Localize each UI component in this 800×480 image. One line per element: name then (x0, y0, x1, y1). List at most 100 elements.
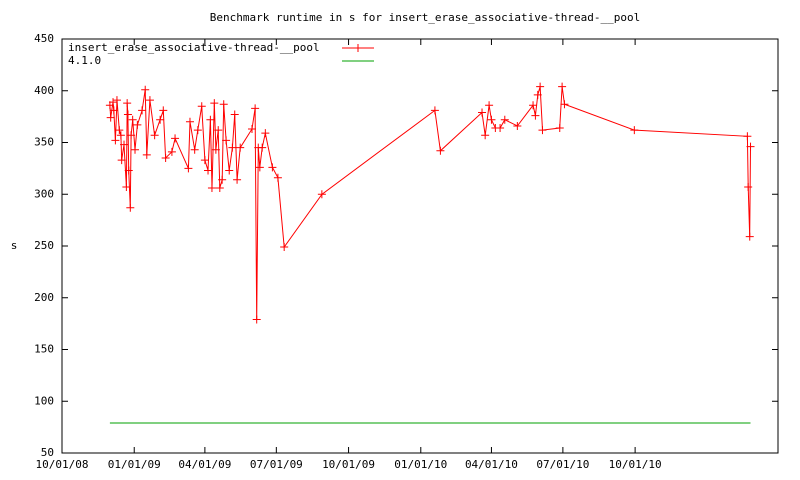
point-marker (131, 145, 140, 154)
point-marker (247, 125, 256, 134)
point-marker (210, 99, 219, 108)
point-marker (128, 115, 137, 124)
y-tick-label: 200 (34, 291, 54, 304)
point-marker (206, 115, 215, 124)
point-marker (255, 163, 264, 172)
point-marker (219, 100, 228, 109)
point-marker (436, 146, 445, 155)
point-marker (214, 126, 223, 135)
x-tick-label: 10/01/09 (322, 458, 375, 471)
point-marker (258, 143, 267, 152)
x-tick-label: 10/01/10 (609, 458, 662, 471)
point-marker (156, 115, 165, 124)
point-marker (161, 154, 170, 163)
point-marker (743, 132, 752, 141)
point-marker (560, 100, 569, 109)
point-marker (222, 136, 231, 145)
point-marker (117, 156, 126, 165)
point-marker (280, 243, 289, 252)
legend-marker (354, 44, 362, 52)
y-tick-label: 100 (34, 394, 54, 407)
point-marker (558, 82, 567, 91)
x-tick-label: 01/01/09 (108, 458, 161, 471)
point-marker (109, 98, 118, 107)
point-marker (496, 124, 505, 133)
x-tick-label: 07/01/10 (536, 458, 589, 471)
point-marker (531, 111, 540, 120)
point-marker (317, 190, 326, 199)
point-marker (744, 183, 753, 192)
point-marker (123, 110, 132, 119)
point-marker (185, 117, 194, 126)
legend-label: 4.1.0 (68, 54, 101, 67)
point-marker (150, 131, 159, 140)
point-marker (142, 150, 151, 159)
x-tick-label: 01/01/10 (394, 458, 447, 471)
point-marker (204, 166, 213, 175)
point-marker (251, 104, 260, 113)
plot-border (61, 38, 779, 454)
point-marker (197, 102, 206, 111)
x-tick-label: 04/01/09 (178, 458, 231, 471)
point-marker (481, 131, 490, 140)
point-marker (116, 131, 125, 140)
point-marker (207, 184, 216, 193)
point-marker (745, 232, 754, 241)
point-marker (126, 203, 135, 212)
y-tick-label: 400 (34, 84, 54, 97)
point-marker (122, 183, 131, 192)
point-marker (430, 106, 439, 115)
point-marker (215, 184, 224, 193)
point-marker (273, 173, 282, 182)
x-tick-label: 04/01/10 (465, 458, 518, 471)
point-marker (746, 142, 755, 151)
y-tick-label: 150 (34, 343, 54, 356)
point-marker (230, 110, 239, 119)
chart-title: Benchmark runtime in s for insert_erase_… (210, 11, 640, 24)
point-marker (190, 145, 199, 154)
y-tick-label: 50 (41, 446, 54, 459)
x-tick-label: 10/01/08 (36, 458, 89, 471)
point-marker (225, 166, 234, 175)
point-marker (478, 108, 487, 117)
point-marker (133, 120, 142, 129)
point-marker (211, 145, 220, 154)
point-marker (145, 96, 154, 105)
point-marker (233, 175, 242, 184)
y-axis-label: s (11, 239, 18, 252)
y-tick-label: 300 (34, 187, 54, 200)
point-marker (123, 99, 132, 108)
point-marker (487, 115, 496, 124)
y-tick-label: 250 (34, 239, 54, 252)
point-marker (111, 136, 120, 145)
point-marker (555, 124, 564, 133)
point-marker (252, 315, 261, 324)
point-marker (630, 126, 639, 135)
point-marker (228, 143, 237, 152)
point-marker (500, 115, 509, 124)
point-marker (533, 90, 542, 99)
point-marker (138, 106, 147, 115)
point-marker (538, 126, 547, 135)
point-marker (218, 175, 227, 184)
point-marker (184, 164, 193, 173)
point-marker (167, 147, 176, 156)
point-marker (529, 101, 538, 110)
point-marker (115, 126, 124, 135)
point-marker (127, 131, 136, 140)
point-marker (120, 140, 129, 149)
x-tick-label: 07/01/09 (250, 458, 303, 471)
point-marker (261, 129, 270, 138)
legend-label: insert_erase_associative-thread-__pool (68, 41, 320, 54)
point-marker (236, 143, 245, 152)
point-marker (536, 82, 545, 91)
point-marker (124, 166, 133, 175)
y-tick-label: 450 (34, 32, 54, 45)
point-marker (485, 101, 494, 110)
point-marker (513, 121, 522, 130)
point-marker (112, 96, 121, 105)
point-marker (106, 113, 115, 122)
point-marker (159, 106, 168, 115)
series-line (109, 86, 751, 320)
